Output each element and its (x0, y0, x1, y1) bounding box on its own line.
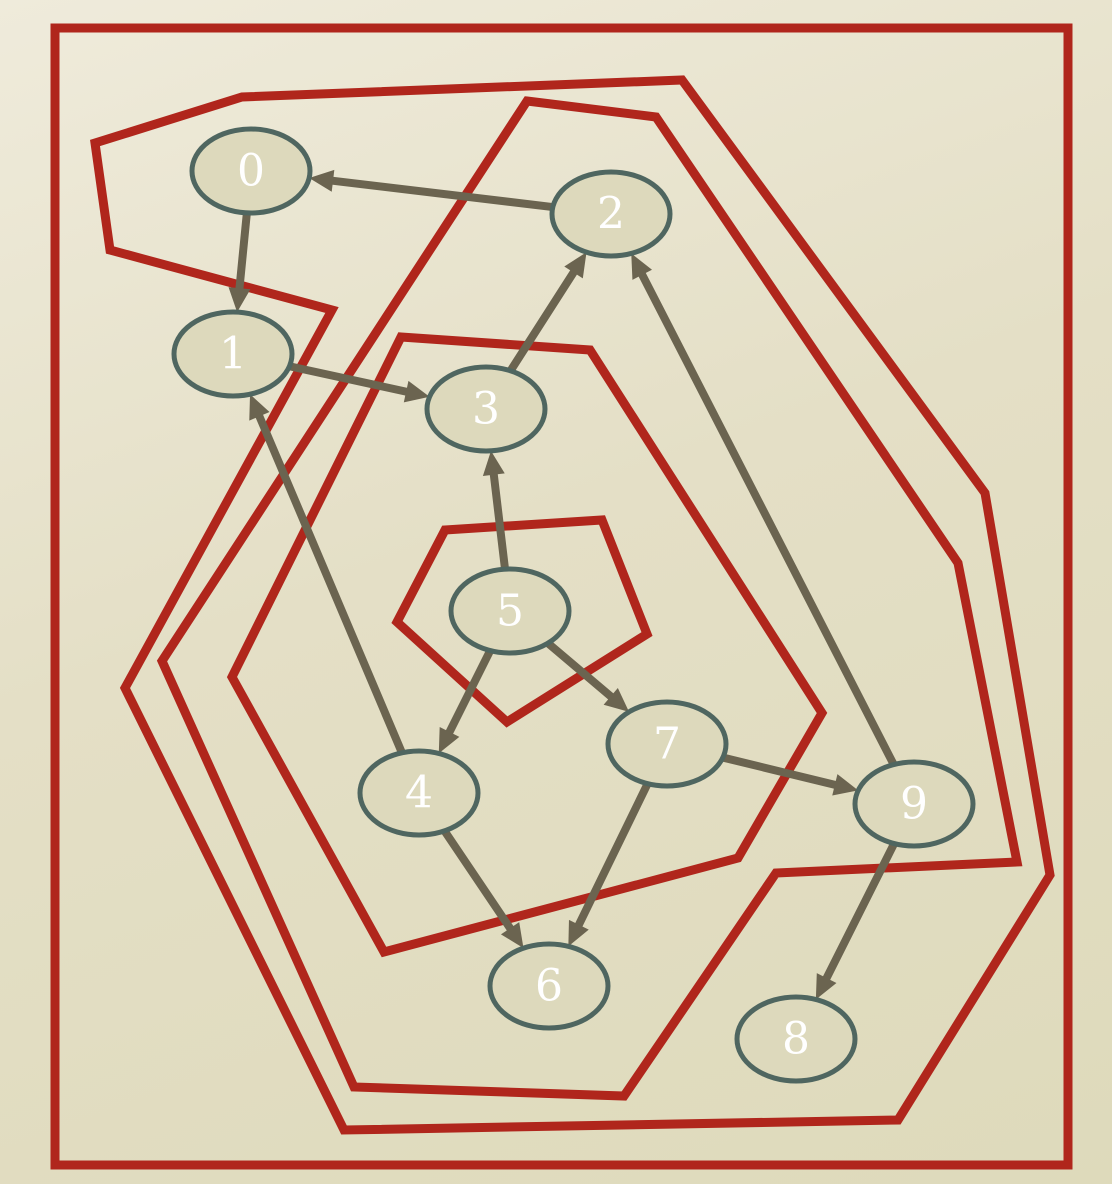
node-label: 4 (405, 768, 433, 819)
node-5: 5 (451, 569, 569, 653)
node-label: 8 (782, 1014, 810, 1065)
node-label: 2 (597, 189, 625, 240)
arrowhead (832, 774, 858, 795)
node-3: 3 (427, 367, 545, 451)
edge-line (493, 471, 505, 569)
node-4: 4 (360, 751, 478, 835)
edge-4-to-1 (249, 394, 402, 753)
node-label: 0 (237, 146, 265, 197)
edge-line (445, 831, 513, 932)
edge-1-to-3 (289, 366, 429, 402)
edge-2-to-0 (309, 170, 553, 207)
node-6: 6 (490, 944, 608, 1028)
arrowhead (483, 451, 505, 476)
edge-0-to-1 (229, 213, 251, 312)
node-8: 8 (737, 997, 855, 1081)
node-9: 9 (855, 762, 973, 846)
edge-line (448, 651, 490, 736)
edge-9-to-2 (631, 253, 893, 764)
edge-line (329, 180, 553, 207)
edge-line (239, 213, 247, 292)
node-1: 1 (174, 312, 292, 396)
edge-line (640, 271, 893, 764)
node-0: 0 (192, 129, 310, 213)
node-2: 2 (552, 172, 670, 256)
node-label: 3 (472, 384, 500, 435)
edge-line (510, 269, 575, 371)
node-label: 9 (900, 779, 928, 830)
edge-7-to-6 (568, 784, 647, 947)
node-label: 7 (653, 719, 681, 770)
arrowhead (404, 381, 430, 402)
edge-line (825, 844, 894, 982)
node-label: 6 (535, 961, 563, 1012)
node-7: 7 (608, 702, 726, 786)
arrowhead (229, 287, 251, 312)
edge-line (577, 784, 648, 929)
node-label: 5 (496, 586, 524, 637)
arrowhead (309, 170, 334, 192)
node-label: 1 (219, 329, 247, 380)
edge-5-to-3 (483, 451, 505, 569)
